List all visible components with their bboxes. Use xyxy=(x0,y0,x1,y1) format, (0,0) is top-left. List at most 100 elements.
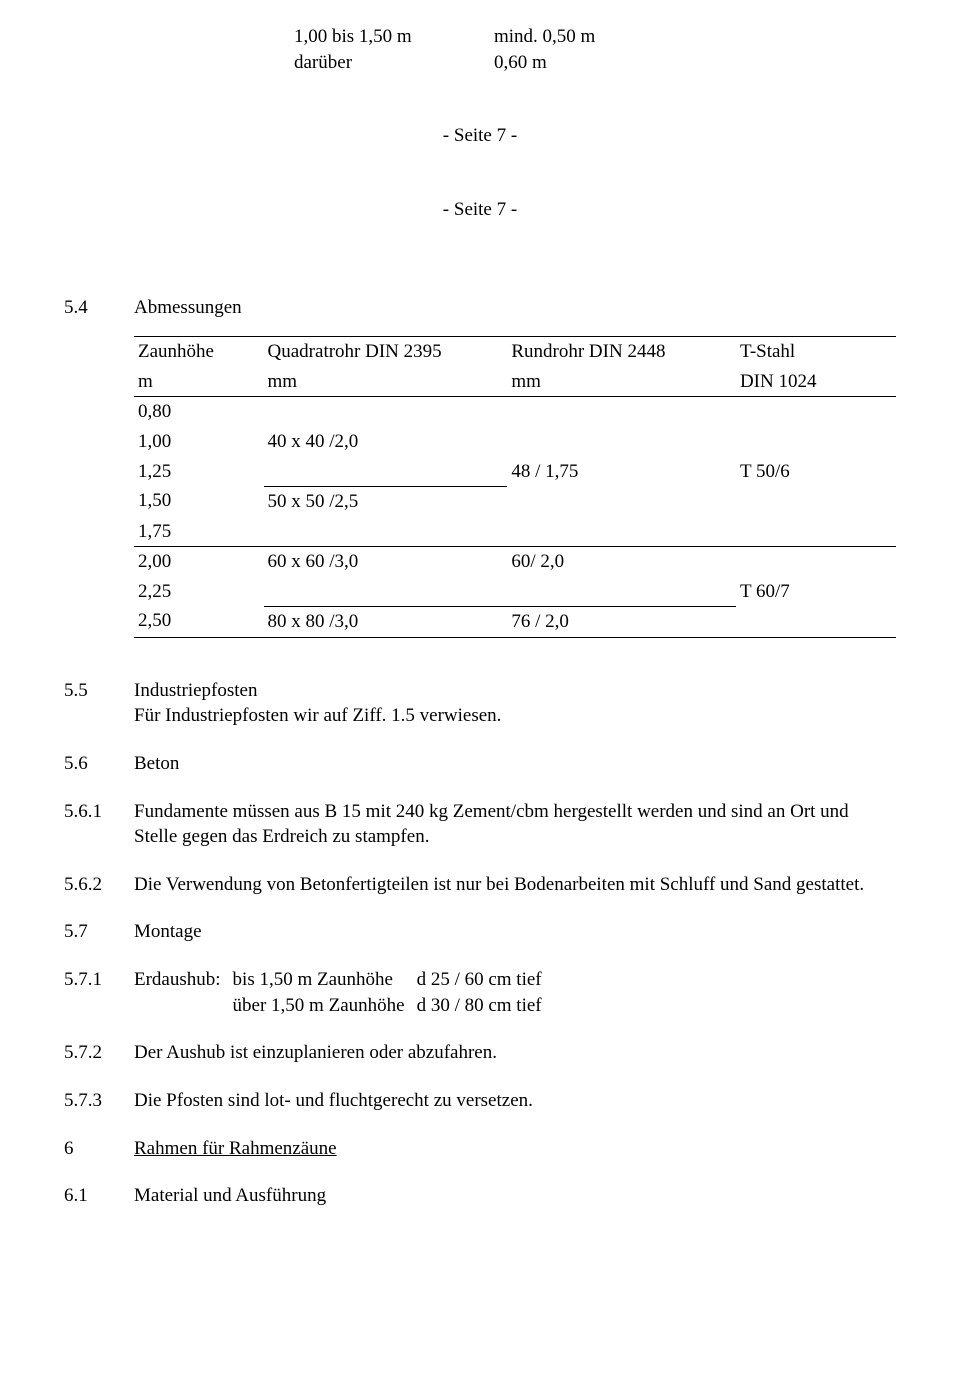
th-quadratrohr-1: Quadratrohr DIN 2395 xyxy=(264,337,508,367)
cell-qr xyxy=(264,577,508,607)
cell-zh: 0,80 xyxy=(134,397,264,427)
section-5-5: 5.5 Industriepfosten Für Industriepfoste… xyxy=(64,678,896,729)
cell-qr: 60 x 60 /3,0 xyxy=(264,547,508,577)
section-5-7-2-text: Der Aushub ist einzuplanieren oder abzuf… xyxy=(134,1040,896,1066)
erdaushub-row1-col2: d 25 / 60 cm tief xyxy=(417,967,542,993)
page-marker-1: - Seite 7 - xyxy=(64,123,896,149)
section-5-6-1-number: 5.6.1 xyxy=(64,799,134,850)
section-5-7-3-number: 5.7.3 xyxy=(64,1088,134,1114)
heading-line-1: 1,00 bis 1,50 m mind. 0,50 m xyxy=(294,24,896,50)
erdaushub-label: Erdaushub: xyxy=(134,967,221,993)
cell-rr xyxy=(507,577,736,607)
table-row: 2,25 T 60/7 xyxy=(134,577,896,607)
cell-ts xyxy=(736,397,896,427)
section-5-7-2-number: 5.7.2 xyxy=(64,1040,134,1066)
section-5-5-number: 5.5 xyxy=(64,678,134,729)
section-5-7: 5.7 Montage xyxy=(64,919,896,945)
section-5-6-title: Beton xyxy=(134,751,896,777)
cell-ts xyxy=(736,517,896,547)
dimensions-table-body: 0,80 1,00 40 x 40 /2,0 1,25 48 xyxy=(134,397,896,637)
cell-ts xyxy=(736,486,896,516)
section-5-5-body: Industriepfosten Für Industriepfosten wi… xyxy=(134,678,896,729)
table-row: 2,00 60 x 60 /3,0 60/ 2,0 xyxy=(134,547,896,577)
th-rundrohr-1: Rundrohr DIN 2448 xyxy=(507,337,736,367)
cell-qr xyxy=(264,397,508,427)
section-5-7-1-number: 5.7.1 xyxy=(64,967,134,1018)
section-5-7-3-text: Die Pfosten sind lot- und fluchtgerecht … xyxy=(134,1088,896,1114)
cell-zh: 2,25 xyxy=(134,577,264,607)
heading-1-right: mind. 0,50 m xyxy=(494,24,614,50)
document-page: 1,00 bis 1,50 m mind. 0,50 m darüber 0,6… xyxy=(0,0,960,1374)
section-5-4: 5.4 Abmessungen Zaunhöhe Quadratrohr DIN… xyxy=(64,295,896,638)
cell-rr xyxy=(507,486,736,516)
cell-rr: 48 / 1,75 xyxy=(507,457,736,487)
cell-zh: 1,50 xyxy=(134,486,264,516)
erdaushub-grid: Erdaushub: bis 1,50 m Zaunhöhe d 25 / 60… xyxy=(134,967,542,1018)
cell-qr xyxy=(264,457,508,487)
intro-heading: 1,00 bis 1,50 m mind. 0,50 m darüber 0,6… xyxy=(294,24,896,75)
cell-ts xyxy=(736,427,896,457)
erdaushub-row1-col1: bis 1,50 m Zaunhöhe xyxy=(233,967,405,993)
section-5-6-number: 5.6 xyxy=(64,751,134,777)
table-row: 1,00 40 x 40 /2,0 xyxy=(134,427,896,457)
section-5-7-title: Montage xyxy=(134,919,896,945)
th-tstahl-2: DIN 1024 xyxy=(736,367,896,397)
dimensions-table-head: Zaunhöhe Quadratrohr DIN 2395 Rundrohr D… xyxy=(134,337,896,397)
section-5-4-number: 5.4 xyxy=(64,295,134,638)
erdaushub-row2-col1: über 1,50 m Zaunhöhe xyxy=(233,993,405,1019)
dimensions-table: Zaunhöhe Quadratrohr DIN 2395 Rundrohr D… xyxy=(134,336,896,637)
section-5-4-body: Abmessungen Zaunhöhe Quadratrohr DIN 239… xyxy=(134,295,896,638)
cell-rr: 76 / 2,0 xyxy=(507,606,736,637)
page-marker-2: - Seite 7 - xyxy=(64,197,896,223)
section-5-5-title: Industriepfosten xyxy=(134,678,896,704)
cell-qr: 80 x 80 /3,0 xyxy=(264,606,508,637)
erdaushub-row2-col2: d 30 / 80 cm tief xyxy=(417,993,542,1019)
section-5-6: 5.6 Beton xyxy=(64,751,896,777)
table-row: 2,50 80 x 80 /3,0 76 / 2,0 xyxy=(134,606,896,637)
section-5-6-2: 5.6.2 Die Verwendung von Betonfertigteil… xyxy=(64,872,896,898)
section-6-number: 6 xyxy=(64,1136,134,1162)
section-5-7-3: 5.7.3 Die Pfosten sind lot- und fluchtge… xyxy=(64,1088,896,1114)
erdaushub-row2-spacer xyxy=(134,993,221,1019)
th-zaunhoehe-2: m xyxy=(134,367,264,397)
section-5-4-title: Abmessungen xyxy=(134,295,896,321)
section-6: 6 Rahmen für Rahmenzäune xyxy=(64,1136,896,1162)
section-5-7-1-body: Erdaushub: bis 1,50 m Zaunhöhe d 25 / 60… xyxy=(134,967,896,1018)
table-row: 1,50 50 x 50 /2,5 xyxy=(134,486,896,516)
section-5-7-2: 5.7.2 Der Aushub ist einzuplanieren oder… xyxy=(64,1040,896,1066)
th-zaunhoehe-1: Zaunhöhe xyxy=(134,337,264,367)
section-6-1-number: 6.1 xyxy=(64,1183,134,1209)
cell-rr xyxy=(507,517,736,547)
section-5-5-text: Für Industriepfosten wir auf Ziff. 1.5 v… xyxy=(134,703,896,729)
cell-zh: 1,75 xyxy=(134,517,264,547)
cell-qr xyxy=(264,517,508,547)
cell-qr: 50 x 50 /2,5 xyxy=(264,486,508,516)
heading-2-right: 0,60 m xyxy=(494,50,614,76)
section-5-6-2-number: 5.6.2 xyxy=(64,872,134,898)
cell-ts: T 60/7 xyxy=(736,577,896,607)
th-tstahl-1: T-Stahl xyxy=(736,337,896,367)
section-5-7-1: 5.7.1 Erdaushub: bis 1,50 m Zaunhöhe d 2… xyxy=(64,967,896,1018)
heading-line-2: darüber 0,60 m xyxy=(294,50,896,76)
cell-rr: 60/ 2,0 xyxy=(507,547,736,577)
section-5-6-2-text: Die Verwendung von Betonfertigteilen ist… xyxy=(134,872,896,898)
cell-rr xyxy=(507,427,736,457)
cell-zh: 1,25 xyxy=(134,457,264,487)
table-row: 0,80 xyxy=(134,397,896,427)
cell-zh: 1,00 xyxy=(134,427,264,457)
cell-ts: T 50/6 xyxy=(736,457,896,487)
section-6-1-text: Material und Ausführung xyxy=(134,1183,896,1209)
cell-ts xyxy=(736,606,896,637)
table-row: 1,75 xyxy=(134,517,896,547)
cell-rr xyxy=(507,397,736,427)
th-quadratrohr-2: mm xyxy=(264,367,508,397)
section-5-7-number: 5.7 xyxy=(64,919,134,945)
section-6-title: Rahmen für Rahmenzäune xyxy=(134,1138,337,1159)
cell-zh: 2,50 xyxy=(134,606,264,637)
heading-1-left: 1,00 bis 1,50 m xyxy=(294,24,494,50)
section-6-1: 6.1 Material und Ausführung xyxy=(64,1183,896,1209)
cell-ts xyxy=(736,547,896,577)
section-5-6-1: 5.6.1 Fundamente müssen aus B 15 mit 240… xyxy=(64,799,896,850)
heading-2-left: darüber xyxy=(294,50,494,76)
cell-qr: 40 x 40 /2,0 xyxy=(264,427,508,457)
